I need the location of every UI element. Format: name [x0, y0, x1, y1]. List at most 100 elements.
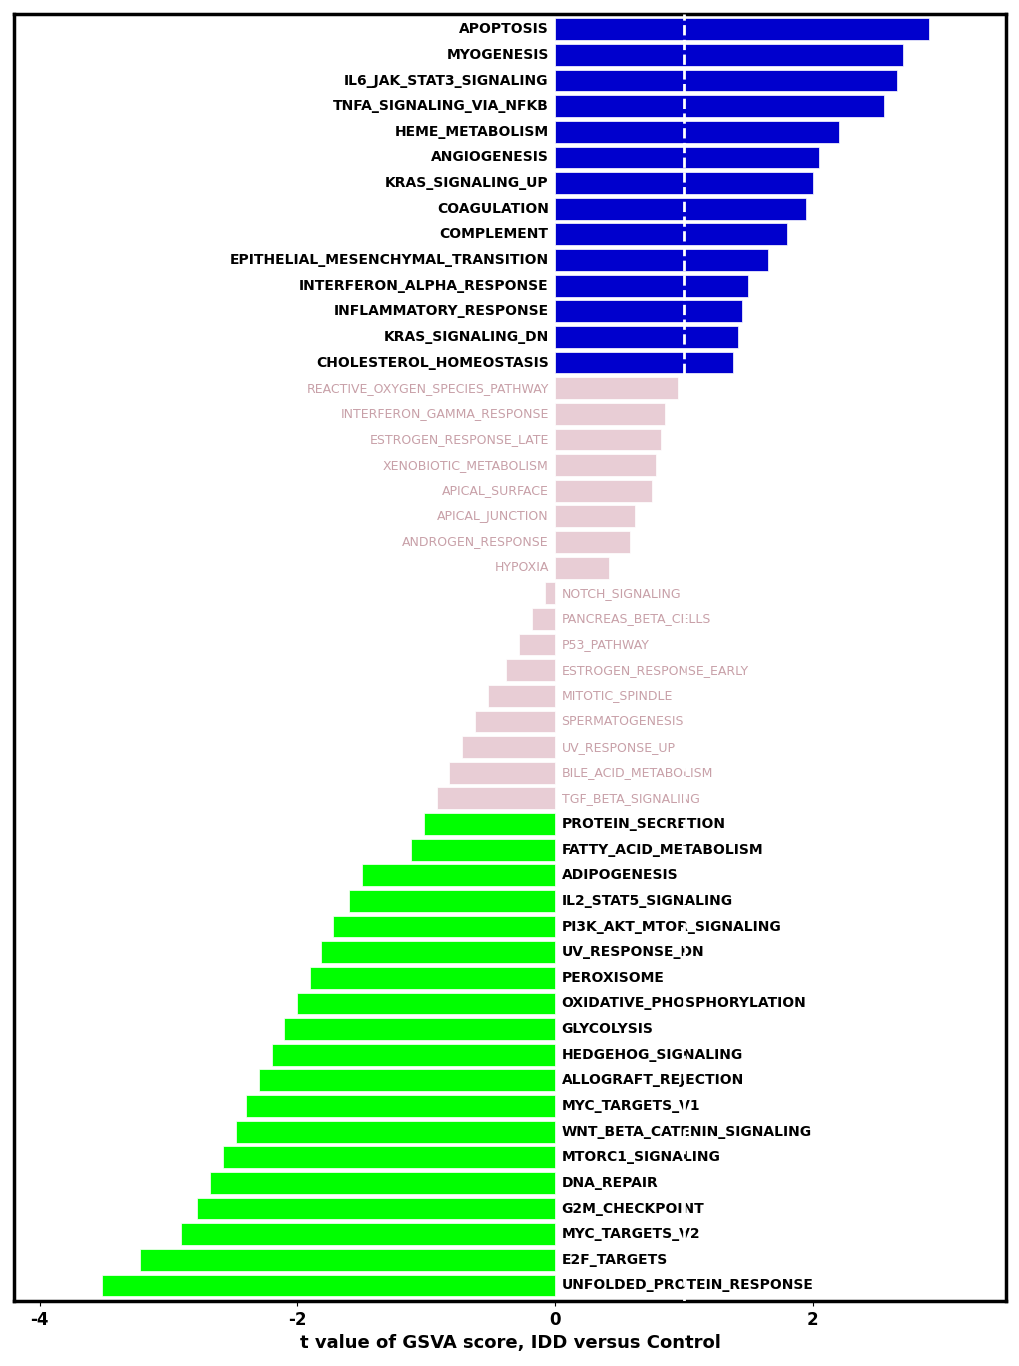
- Text: ESTROGEN_RESPONSE_EARLY: ESTROGEN_RESPONSE_EARLY: [561, 664, 748, 676]
- Bar: [197, 1198, 554, 1220]
- Bar: [271, 1044, 554, 1065]
- Text: UV_RESPONSE_DN: UV_RESPONSE_DN: [561, 945, 703, 959]
- Text: HYPOXIA: HYPOXIA: [494, 561, 548, 574]
- Bar: [436, 787, 554, 809]
- Bar: [554, 301, 741, 322]
- Bar: [554, 326, 738, 348]
- Text: IL2_STAT5_SIGNALING: IL2_STAT5_SIGNALING: [561, 893, 732, 908]
- Text: APICAL_JUNCTION: APICAL_JUNCTION: [436, 510, 548, 523]
- Text: PI3K_AKT_MTOR_SIGNALING: PI3K_AKT_MTOR_SIGNALING: [561, 919, 781, 933]
- Text: MYC_TARGETS_V1: MYC_TARGETS_V1: [561, 1100, 699, 1113]
- Bar: [181, 1224, 554, 1244]
- Bar: [475, 710, 554, 732]
- Bar: [554, 275, 748, 296]
- Text: PANCREAS_BETA_CELLS: PANCREAS_BETA_CELLS: [561, 612, 710, 626]
- Text: ESTROGEN_RESPONSE_LATE: ESTROGEN_RESPONSE_LATE: [369, 433, 548, 445]
- Bar: [333, 915, 554, 937]
- Text: ANGIOGENESIS: ANGIOGENESIS: [430, 150, 548, 164]
- Bar: [554, 351, 733, 373]
- Text: APOPTOSIS: APOPTOSIS: [459, 22, 548, 37]
- Text: XENOBIOTIC_METABOLISM: XENOBIOTIC_METABOLISM: [382, 459, 548, 471]
- Text: MYC_TARGETS_V2: MYC_TARGETS_V2: [561, 1227, 699, 1242]
- Bar: [554, 146, 818, 168]
- Text: G2M_CHECKPOINT: G2M_CHECKPOINT: [561, 1202, 703, 1216]
- Bar: [544, 582, 554, 604]
- Text: UNFOLDED_PROTEIN_RESPONSE: UNFOLDED_PROTEIN_RESPONSE: [561, 1279, 812, 1292]
- Text: NOTCH_SIGNALING: NOTCH_SIGNALING: [561, 587, 681, 600]
- Text: MYOGENESIS: MYOGENESIS: [446, 48, 548, 61]
- Bar: [362, 865, 554, 887]
- Bar: [554, 70, 896, 92]
- Bar: [462, 736, 554, 758]
- Bar: [102, 1274, 554, 1296]
- Bar: [298, 993, 554, 1015]
- Text: PEROXISOME: PEROXISOME: [561, 971, 663, 985]
- Text: GLYCOLYSIS: GLYCOLYSIS: [561, 1022, 653, 1035]
- Bar: [554, 479, 651, 501]
- Bar: [554, 531, 629, 553]
- Text: TNFA_SIGNALING_VIA_NFKB: TNFA_SIGNALING_VIA_NFKB: [332, 100, 548, 113]
- Text: PROTEIN_SECRETION: PROTEIN_SECRETION: [561, 817, 725, 831]
- Bar: [235, 1120, 554, 1142]
- Text: CHOLESTEROL_HOMEOSTASIS: CHOLESTEROL_HOMEOSTASIS: [316, 355, 548, 370]
- Text: APICAL_SURFACE: APICAL_SURFACE: [441, 484, 548, 497]
- Bar: [554, 44, 902, 66]
- Text: FATTY_ACID_METABOLISM: FATTY_ACID_METABOLISM: [561, 843, 762, 856]
- Bar: [554, 96, 882, 117]
- Bar: [554, 429, 660, 451]
- Text: SPERMATOGENESIS: SPERMATOGENESIS: [561, 714, 684, 728]
- Text: E2F_TARGETS: E2F_TARGETS: [561, 1253, 667, 1266]
- Text: MTORC1_SIGNALING: MTORC1_SIGNALING: [561, 1150, 719, 1164]
- Bar: [411, 839, 554, 861]
- Bar: [554, 403, 664, 425]
- Text: P53_PATHWAY: P53_PATHWAY: [561, 638, 649, 652]
- Bar: [505, 660, 554, 682]
- Text: EPITHELIAL_MESENCHYMAL_TRANSITION: EPITHELIAL_MESENCHYMAL_TRANSITION: [229, 253, 548, 266]
- Bar: [222, 1146, 554, 1168]
- Bar: [554, 224, 787, 246]
- Text: HEDGEHOG_SIGNALING: HEDGEHOG_SIGNALING: [561, 1048, 742, 1061]
- Text: REACTIVE_OXYGEN_SPECIES_PATHWAY: REACTIVE_OXYGEN_SPECIES_PATHWAY: [306, 381, 548, 395]
- Bar: [554, 505, 635, 527]
- Bar: [554, 249, 767, 270]
- Text: ANDROGEN_RESPONSE: ANDROGEN_RESPONSE: [401, 535, 548, 549]
- Text: MITOTIC_SPINDLE: MITOTIC_SPINDLE: [561, 690, 673, 702]
- X-axis label: t value of GSVA score, IDD versus Control: t value of GSVA score, IDD versus Contro…: [300, 1335, 719, 1352]
- Text: KRAS_SIGNALING_UP: KRAS_SIGNALING_UP: [384, 176, 548, 190]
- Text: HEME_METABOLISM: HEME_METABOLISM: [394, 124, 548, 139]
- Text: COAGULATION: COAGULATION: [436, 202, 548, 216]
- Bar: [449, 762, 554, 784]
- Bar: [554, 377, 677, 399]
- Text: INFLAMMATORY_RESPONSE: INFLAMMATORY_RESPONSE: [333, 305, 548, 318]
- Bar: [531, 608, 554, 630]
- Bar: [140, 1249, 554, 1270]
- Text: ADIPOGENESIS: ADIPOGENESIS: [561, 869, 678, 882]
- Text: KRAS_SIGNALING_DN: KRAS_SIGNALING_DN: [383, 331, 548, 344]
- Bar: [554, 172, 812, 194]
- Bar: [423, 813, 554, 835]
- Text: INTERFERON_GAMMA_RESPONSE: INTERFERON_GAMMA_RESPONSE: [340, 407, 548, 421]
- Bar: [210, 1172, 554, 1194]
- Text: UV_RESPONSE_UP: UV_RESPONSE_UP: [561, 740, 675, 754]
- Bar: [554, 454, 655, 475]
- Bar: [554, 18, 928, 40]
- Bar: [519, 634, 554, 656]
- Bar: [320, 941, 554, 963]
- Text: IL6_JAK_STAT3_SIGNALING: IL6_JAK_STAT3_SIGNALING: [343, 74, 548, 87]
- Text: BILE_ACID_METABOLISM: BILE_ACID_METABOLISM: [561, 766, 712, 779]
- Bar: [246, 1096, 554, 1117]
- Bar: [554, 122, 838, 142]
- Text: OXIDATIVE_PHOSPHORYLATION: OXIDATIVE_PHOSPHORYLATION: [561, 996, 805, 1011]
- Text: ALLOGRAFT_REJECTION: ALLOGRAFT_REJECTION: [561, 1074, 743, 1087]
- Text: DNA_REPAIR: DNA_REPAIR: [561, 1176, 657, 1190]
- Bar: [284, 1018, 554, 1040]
- Text: COMPLEMENT: COMPLEMENT: [439, 227, 548, 242]
- Bar: [554, 198, 806, 220]
- Text: TGF_BETA_SIGNALING: TGF_BETA_SIGNALING: [561, 792, 699, 805]
- Bar: [488, 684, 554, 706]
- Bar: [554, 557, 608, 579]
- Bar: [348, 891, 554, 911]
- Text: WNT_BETA_CATENIN_SIGNALING: WNT_BETA_CATENIN_SIGNALING: [561, 1124, 811, 1139]
- Bar: [310, 967, 554, 989]
- Bar: [259, 1070, 554, 1091]
